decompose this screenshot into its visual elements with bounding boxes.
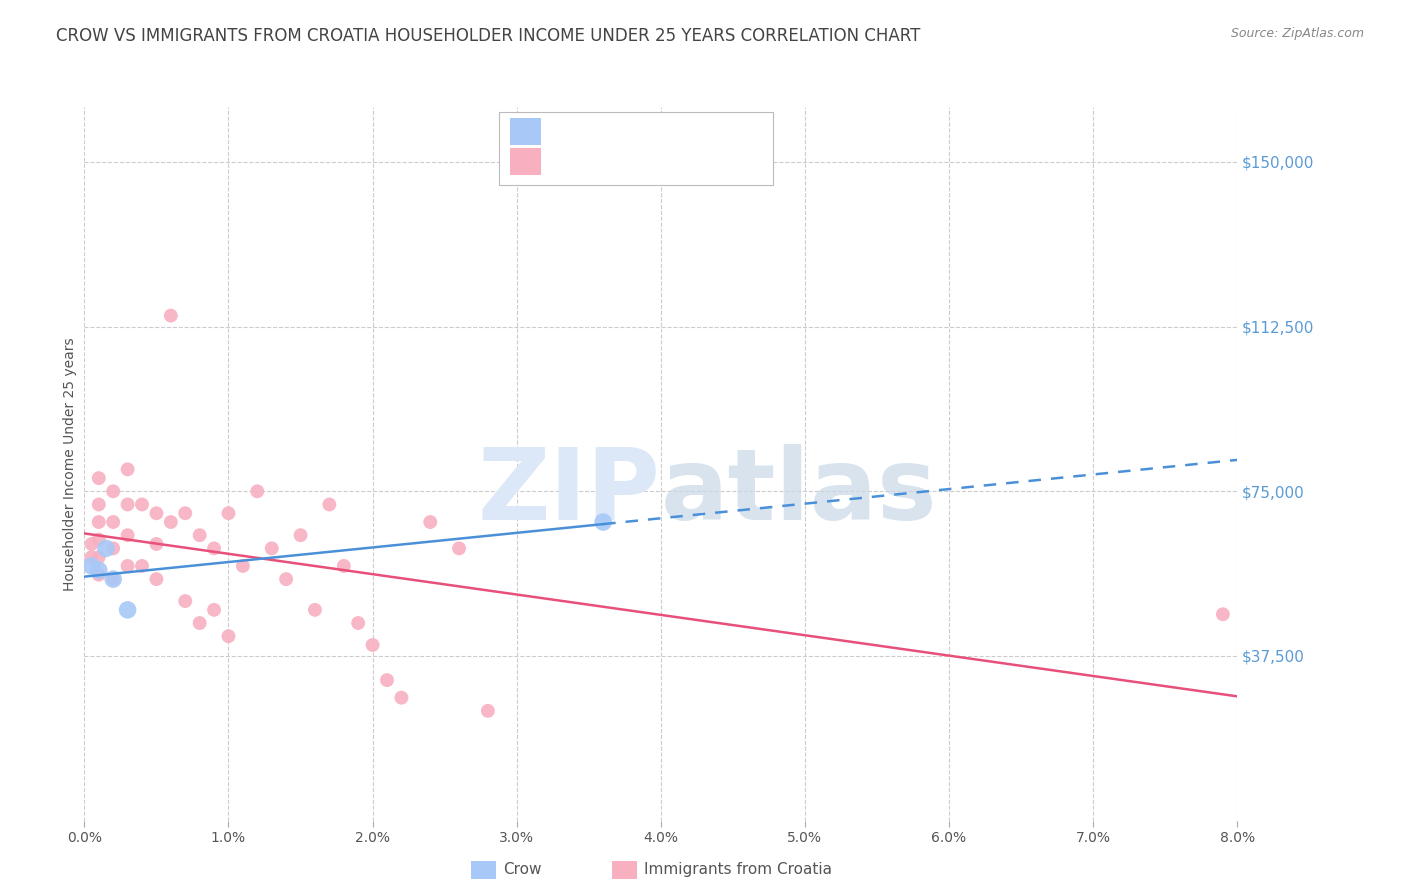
Point	[117, 462, 139, 476]
Y-axis label: Householder Income Under 25 years: Householder Income Under 25 years	[63, 337, 77, 591]
Point	[246, 484, 269, 499]
Point	[419, 515, 441, 529]
Point	[202, 603, 225, 617]
Point	[103, 515, 125, 529]
Text: 47: 47	[685, 153, 709, 170]
Text: -0.172: -0.172	[589, 153, 648, 170]
Point	[145, 537, 167, 551]
Point	[103, 484, 125, 499]
Point	[117, 528, 139, 542]
Point	[174, 594, 197, 608]
Point	[87, 533, 110, 547]
Point	[260, 541, 283, 556]
Point	[145, 506, 167, 520]
Point	[304, 603, 326, 617]
Text: N =: N =	[637, 153, 685, 170]
Point	[447, 541, 470, 556]
Point	[332, 558, 354, 573]
Point	[274, 572, 298, 586]
Point	[87, 515, 110, 529]
Text: CROW VS IMMIGRANTS FROM CROATIA HOUSEHOLDER INCOME UNDER 25 YEARS CORRELATION CH: CROW VS IMMIGRANTS FROM CROATIA HOUSEHOL…	[56, 27, 921, 45]
Point	[87, 471, 110, 485]
Point	[202, 541, 225, 556]
Text: Source: ZipAtlas.com: Source: ZipAtlas.com	[1230, 27, 1364, 40]
Text: atlas: atlas	[661, 444, 938, 541]
Point	[188, 528, 211, 542]
Point	[361, 638, 384, 652]
Point	[592, 515, 614, 529]
Point	[87, 498, 110, 512]
Point	[131, 498, 153, 512]
Point	[117, 603, 139, 617]
Point	[477, 704, 499, 718]
Point	[160, 515, 183, 529]
Point	[290, 528, 312, 542]
Text: R =: R =	[550, 122, 586, 140]
Point	[117, 558, 139, 573]
Point	[160, 309, 183, 323]
Point	[1212, 607, 1234, 622]
Point	[103, 572, 125, 586]
Point	[188, 615, 211, 630]
Point	[232, 558, 254, 573]
Point	[318, 498, 340, 512]
Point	[391, 690, 413, 705]
Point	[94, 541, 117, 556]
Text: 0.300: 0.300	[589, 122, 641, 140]
Text: Immigrants from Croatia: Immigrants from Croatia	[644, 863, 832, 877]
Point	[80, 550, 103, 565]
Point	[117, 498, 139, 512]
Point	[347, 615, 370, 630]
Point	[87, 563, 110, 577]
Point	[145, 572, 167, 586]
Point	[218, 506, 240, 520]
Point	[131, 558, 153, 573]
Point	[80, 558, 103, 573]
Text: 6: 6	[685, 122, 702, 140]
Point	[218, 629, 240, 643]
Point	[80, 537, 103, 551]
Text: ZIP: ZIP	[478, 444, 661, 541]
Point	[87, 550, 110, 565]
Text: N =: N =	[637, 122, 685, 140]
Text: Crow: Crow	[503, 863, 541, 877]
Text: R =: R =	[550, 153, 586, 170]
Point	[103, 572, 125, 586]
Point	[174, 506, 197, 520]
Point	[87, 567, 110, 582]
Point	[375, 673, 398, 687]
Point	[103, 541, 125, 556]
